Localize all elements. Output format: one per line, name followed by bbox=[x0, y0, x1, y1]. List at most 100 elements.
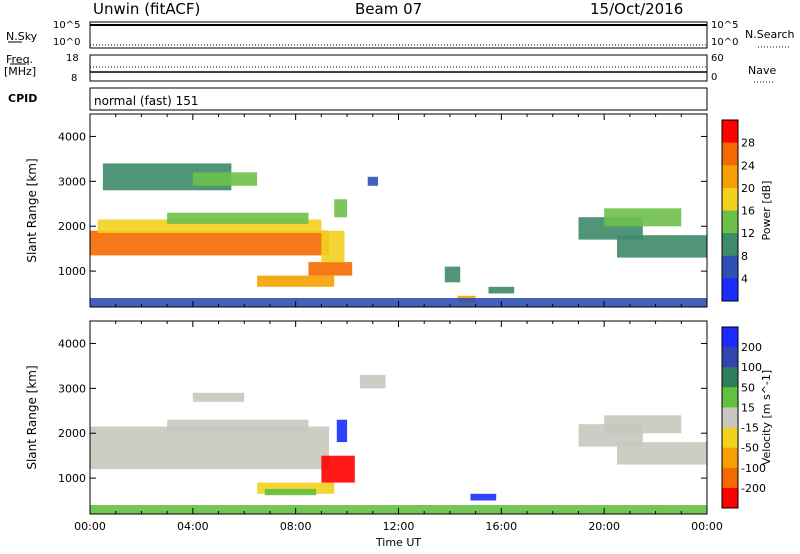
velocity-panel-region-3 bbox=[264, 488, 317, 496]
power-panel-colorbar-frame bbox=[721, 119, 739, 302]
power-panel-ytick-label-2: 3000 bbox=[58, 175, 86, 188]
power-panel-region-4 bbox=[192, 172, 258, 186]
velocity-panel-ytick-label-3: 4000 bbox=[58, 337, 86, 350]
velocity-panel-colorbar-tick-4: -15 bbox=[741, 422, 759, 435]
power-panel-colorbar-tick-2: 12 bbox=[741, 227, 755, 240]
velocity-panel-region-4 bbox=[321, 455, 355, 483]
freq-tick-top: 18 bbox=[66, 53, 79, 64]
velocity-panel-region-8 bbox=[470, 493, 497, 501]
velocity-panel-xtick-label-3: 12:00 bbox=[383, 520, 415, 533]
power-panel-colorbar-tick-0: 4 bbox=[741, 272, 748, 285]
nsky-strip bbox=[89, 21, 708, 49]
power-panel-ytick-label-3: 4000 bbox=[58, 130, 86, 143]
power-panel-region-5 bbox=[257, 275, 335, 287]
velocity-panel-colorbar-tick-5: -50 bbox=[741, 442, 759, 455]
power-panel-colorbar-tick-5: 24 bbox=[741, 159, 755, 172]
power-panel-colorbar-tick-6: 28 bbox=[741, 137, 755, 150]
nave-tick-bottom: 0 bbox=[711, 72, 718, 83]
power-panel-colorbar-seg-4 bbox=[722, 210, 738, 234]
velocity-panel-colorbar-seg-2 bbox=[722, 367, 738, 388]
axes: 1000 2000 3000 4000 Slant Range [km] 1000 2000… bbox=[25, 114, 723, 549]
power-panel-region-2 bbox=[167, 212, 309, 224]
velocity-marks bbox=[90, 374, 707, 514]
nsearch-tick-top: 10^5 bbox=[711, 20, 739, 31]
velocity-panel-region-0 bbox=[90, 426, 330, 470]
freq-strip bbox=[89, 54, 708, 82]
power-panel-ytick-label-0: 1000 bbox=[58, 265, 86, 278]
power-panel-colorbar-seg-5 bbox=[722, 233, 738, 257]
date-title: 15/Oct/2016 bbox=[590, 0, 684, 18]
nsearch-label: N.Search bbox=[745, 28, 795, 41]
cpid-label: CPID bbox=[8, 92, 38, 105]
power-panel-ytick-label-1: 2000 bbox=[58, 220, 86, 233]
velocity-panel-xlabel: Time UT bbox=[375, 536, 421, 549]
velocity-panel-region-11 bbox=[604, 415, 682, 434]
velocity-panel-xtick-label-4: 16:00 bbox=[485, 520, 517, 533]
nsky-tick-bottom: 10^0 bbox=[53, 37, 81, 48]
freq-tick-bottom: 8 bbox=[71, 73, 78, 84]
velocity-panel-colorbar-tick-7: -200 bbox=[741, 482, 766, 495]
velocity-panel-colorbar-tick-1: 100 bbox=[741, 361, 762, 374]
freq-label-2: [MHz] bbox=[4, 65, 37, 78]
power-panel-colorbar-tick-3: 16 bbox=[741, 205, 755, 218]
velocity-panel-colorbar-tick-2: 50 bbox=[741, 381, 755, 394]
velocity-panel-colorbar-tick-3: 15 bbox=[741, 401, 755, 414]
velocity-panel-region-6 bbox=[359, 374, 386, 389]
velocity-panel-region-5 bbox=[336, 419, 348, 443]
nave-label: Nave bbox=[748, 64, 777, 77]
velocity-panel-region-7 bbox=[192, 392, 245, 402]
colorbars: 4 8 12 16 20 24 28 Power [dB] 200 100 50 15 -15 -50 -1… bbox=[721, 119, 773, 509]
velocity-panel-xtick-label-2: 08:00 bbox=[280, 520, 312, 533]
power-panel-colorbar-tick-4: 20 bbox=[741, 182, 755, 195]
beam-title: Beam 07 bbox=[355, 0, 423, 18]
power-panel-colorbar-seg-3 bbox=[722, 187, 738, 211]
power-panel-colorbar-seg-0 bbox=[722, 120, 738, 144]
cpid-text: normal (fast) 151 bbox=[94, 94, 199, 108]
power-panel-colorbar-seg-1 bbox=[722, 142, 738, 166]
velocity-panel-region-10 bbox=[617, 442, 707, 465]
power-panel-region-10 bbox=[444, 266, 461, 283]
velocity-panel-colorbar-tick-0: 200 bbox=[741, 341, 762, 354]
velocity-panel-colorbar-frame bbox=[721, 326, 739, 509]
velocity-panel-ytick-label-0: 1000 bbox=[58, 472, 86, 485]
velocity-panel-ylabel: Slant Range [km] bbox=[25, 365, 39, 469]
power-panel-region-6 bbox=[308, 262, 353, 276]
power-panel-region-0 bbox=[90, 230, 330, 256]
velocity-panel-colorbar-seg-6 bbox=[722, 447, 738, 469]
cpid-strip bbox=[89, 87, 708, 111]
power-panel-region-14 bbox=[617, 235, 707, 258]
power-panel-region-7 bbox=[321, 230, 345, 263]
power-marks bbox=[90, 163, 707, 307]
nsky-tick-top: 10^5 bbox=[53, 20, 81, 31]
velocity-panel-ytick-label-1: 2000 bbox=[58, 427, 86, 440]
nsearch-tick-bottom: 10^0 bbox=[711, 37, 739, 48]
velocity-panel-xtick-label-1: 04:00 bbox=[177, 520, 209, 533]
station-title: Unwin (fitACF) bbox=[93, 0, 201, 18]
power-panel-region-12 bbox=[488, 286, 515, 294]
power-panel-region-8 bbox=[334, 199, 348, 218]
velocity-panel-colorbar-seg-8 bbox=[722, 487, 738, 509]
power-panel-region-9 bbox=[367, 176, 378, 186]
velocity-panel-colorbar-seg-0 bbox=[722, 327, 738, 348]
power-panel-ylabel: Slant Range [km] bbox=[25, 158, 39, 262]
nsky-label: N.Sky bbox=[6, 30, 38, 43]
velocity-panel-xtick-label-5: 20:00 bbox=[588, 520, 620, 533]
power-panel-colorbar-seg-7 bbox=[722, 278, 738, 302]
power-panel-colorbar-seg-6 bbox=[722, 255, 738, 279]
velocity-panel-region-2 bbox=[257, 482, 335, 494]
velocity-panel-colorbar-seg-4 bbox=[722, 407, 738, 428]
velocity-panel-xtick-label-0: 00:00 bbox=[74, 520, 106, 533]
nave-tick-top: 60 bbox=[711, 53, 724, 64]
power-panel-colorbar-label: Power [dB] bbox=[760, 181, 773, 241]
velocity-panel-colorbar-seg-7 bbox=[722, 467, 738, 489]
velocity-panel-ytick-label-2: 3000 bbox=[58, 382, 86, 395]
freq-label-1: Freq. bbox=[6, 53, 34, 66]
power-panel-colorbar-seg-2 bbox=[722, 165, 738, 189]
velocity-panel-colorbar-tick-6: -100 bbox=[741, 462, 766, 475]
power-panel-colorbar-tick-1: 8 bbox=[741, 250, 748, 263]
power-panel-region-15 bbox=[604, 208, 682, 227]
velocity-panel-colorbar-seg-1 bbox=[722, 347, 738, 368]
velocity-panel-colorbar-label: Velocity [m s^-1] bbox=[760, 370, 773, 465]
